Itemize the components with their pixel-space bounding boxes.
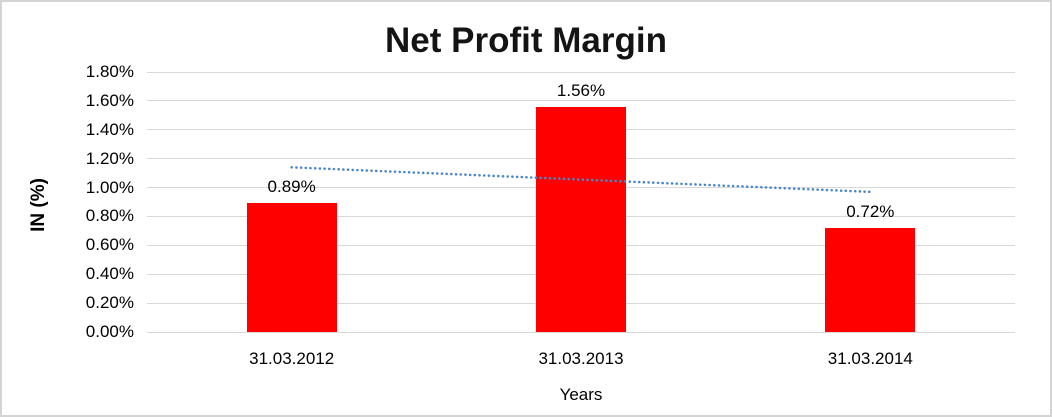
gridline: [147, 71, 1015, 73]
bar-3: [825, 228, 916, 332]
bar-2: [536, 106, 626, 332]
y-axis-tick-label: 1.60%: [85, 90, 134, 110]
y-axis-tick-label: 1.40%: [85, 119, 134, 139]
bar-1: [246, 203, 337, 332]
bar-data-label: 0.89%: [267, 177, 316, 197]
chart-title: Net Profit Margin: [385, 21, 667, 60]
y-axis-tick-label: 0.60%: [85, 235, 134, 255]
x-axis-category-label: 31.03.2012: [249, 349, 335, 368]
y-axis-tick-label: 0.20%: [85, 293, 134, 313]
y-axis-tick-label: 0.00%: [85, 322, 134, 341]
y-axis-tick-label: 1.20%: [85, 148, 134, 168]
y-axis-tick-label: 1.80%: [85, 62, 134, 81]
gridline: [147, 331, 1015, 333]
gridline: [147, 100, 1015, 102]
y-axis-tick-label: 1.00%: [85, 177, 134, 197]
x-axis-category-label: 31.03.2014: [827, 349, 913, 368]
y-axis-tick-label: 0.80%: [85, 206, 134, 226]
bar-data-label: 0.72%: [846, 202, 895, 221]
bar-data-label: 1.56%: [556, 80, 606, 100]
x-axis-title: Years: [559, 385, 603, 404]
x-axis-category-label: 31.03.2013: [538, 349, 624, 368]
y-axis-tick-label: 0.40%: [85, 264, 134, 284]
